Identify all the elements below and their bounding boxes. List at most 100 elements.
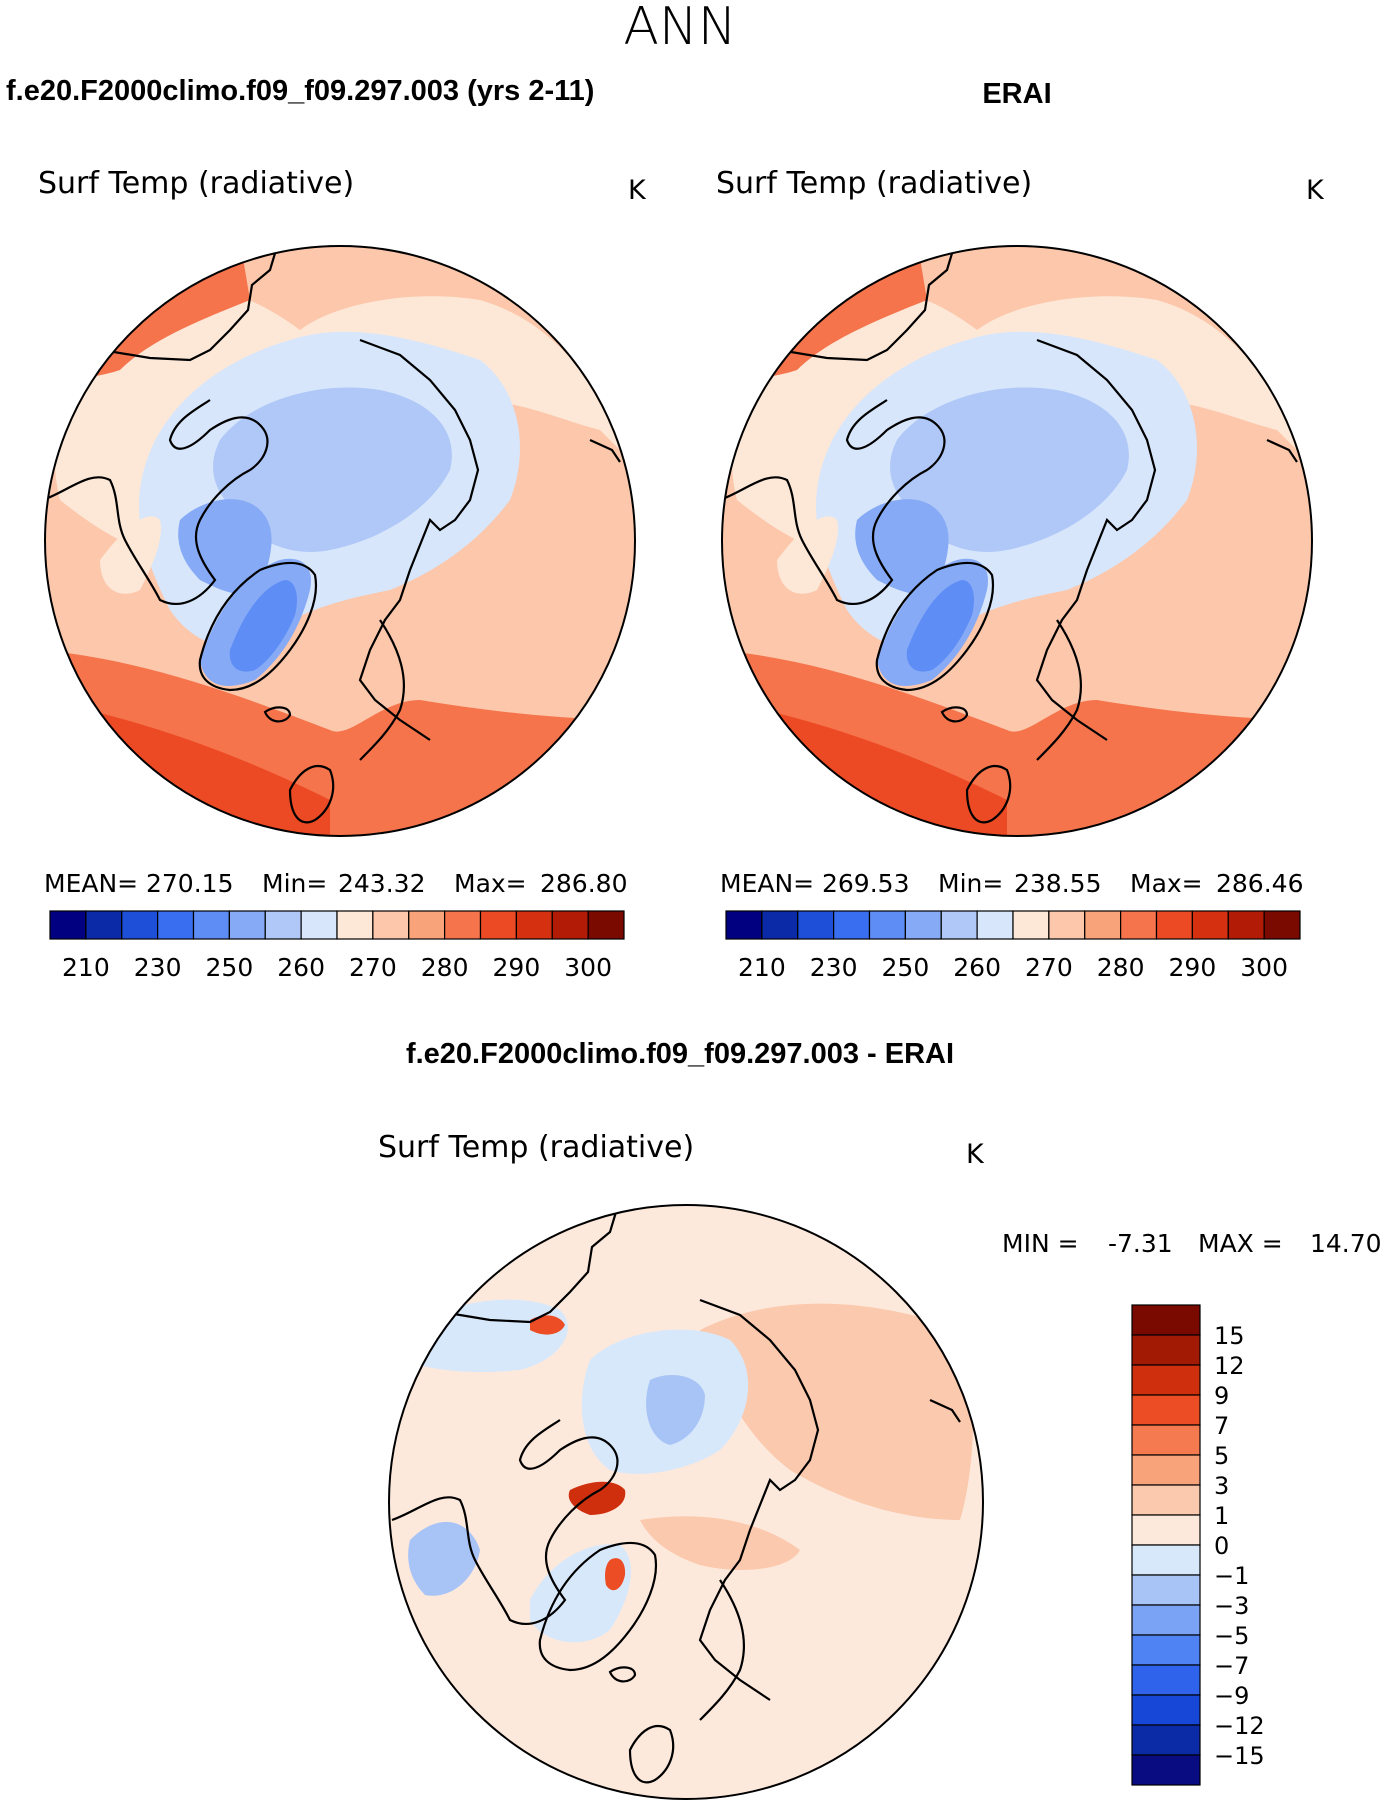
panel-b-min-label: Min= xyxy=(938,869,1003,898)
panel-b-colorbar-tick: 250 xyxy=(882,953,930,982)
panel-c-colorbar-box xyxy=(1131,1394,1201,1426)
panel-b-colorbar-box xyxy=(940,910,978,940)
panel-c-colorbar-box xyxy=(1131,1484,1201,1516)
panel-a-colorbar-box xyxy=(121,910,159,940)
panel-b-min-value: 238.55 xyxy=(1014,869,1101,898)
panel-a-max-value: 286.80 xyxy=(540,869,627,898)
panel-c-region-siberia-hot xyxy=(530,1315,565,1335)
panel-a-colorbar: 210 230 250 260 270 280 290 300 xyxy=(49,910,625,982)
panel-a-min-label: Min= xyxy=(262,869,327,898)
panel-a-region-arctic-ocean xyxy=(213,387,452,552)
panel-c-colorbar-tick: 3 xyxy=(1214,1472,1229,1500)
panel-c-colorbar-tick: 15 xyxy=(1214,1322,1245,1350)
panel-a-coast-iceland xyxy=(263,706,292,723)
panel-b-coast-iceland xyxy=(940,706,969,723)
panel-c-colorbar-box xyxy=(1131,1574,1201,1606)
panel-c-coast-alaska xyxy=(429,1211,618,1324)
panel-a-coast-canada xyxy=(45,399,269,605)
panel-a-coast-island xyxy=(589,438,621,463)
figure-title: ANN xyxy=(623,0,736,57)
panel-b-colorbar-box xyxy=(761,910,799,940)
panel-b-max-label: Max= xyxy=(1130,869,1203,898)
panel-c-colorbar-box xyxy=(1131,1544,1201,1576)
panel-c-min-value: -7.31 xyxy=(1108,1229,1173,1258)
panel-a-region-greenland-core xyxy=(229,580,297,672)
panel-a-min-value: 243.32 xyxy=(338,869,425,898)
panel-a-colorbar-box xyxy=(157,910,195,940)
panel-b-colorbar: 210 230 250 260 270 280 290 300 xyxy=(725,910,1301,982)
panel-b-map-border xyxy=(721,245,1313,837)
panel-a-coast-greenland xyxy=(198,561,318,692)
panel-b-mean-value: 269.53 xyxy=(822,869,909,898)
panel-b-coast-alaska xyxy=(766,249,955,362)
panel-a-mean-label: MEAN= xyxy=(44,869,138,898)
panel-b-colorbar-box xyxy=(797,910,835,940)
panel-c-header: f.e20.F2000climo.f09_f09.297.003 - ERAI xyxy=(406,1038,954,1070)
panel-b-region-archipelago xyxy=(855,499,949,595)
panel-b-colorbar-box xyxy=(868,910,906,940)
panel-a-colorbar-box xyxy=(408,910,446,940)
panel-a-units: K xyxy=(628,175,647,206)
panel-a-header: f.e20.F2000climo.f09_f09.297.003 (yrs 2-… xyxy=(6,75,594,107)
panel-c-region-barents-pos xyxy=(640,1516,800,1570)
panel-c-stats: MIN = -7.31 MAX = 14.70 xyxy=(1002,1229,1382,1258)
panel-c-colorbar-tick: −7 xyxy=(1214,1652,1249,1680)
panel-a-colorbar-tick: 260 xyxy=(277,953,325,982)
panel-c-colorbar-box xyxy=(1131,1634,1201,1666)
panel-c-region-baffin-hot xyxy=(568,1481,626,1515)
panel-a-colorbar-box xyxy=(551,910,589,940)
panel-a-colorbar-box xyxy=(444,910,482,940)
panel-a-stats: MEAN= 270.15 Min= 243.32 Max= 286.80 xyxy=(44,869,627,898)
panel-b-coast-island xyxy=(1266,438,1298,463)
panel-b-colorbar-tick: 230 xyxy=(810,953,858,982)
panel-b-colorbar-box xyxy=(1084,910,1122,940)
panel-a-coast-britain xyxy=(288,764,335,824)
panel-a-coast-scandinavia xyxy=(359,619,405,761)
panel-b-coast-britain xyxy=(965,764,1012,824)
panel-a-colorbar-box xyxy=(587,910,625,940)
panel-c-variable: Surf Temp (radiative) xyxy=(378,1130,694,1165)
panel-c-map-border xyxy=(388,1204,984,1800)
panel-b-map xyxy=(721,245,1313,837)
panel-c-colorbar-box xyxy=(1131,1304,1201,1336)
panel-c-colorbar-tick: −3 xyxy=(1214,1592,1249,1620)
panel-a-colorbar-box xyxy=(372,910,410,940)
panel-c-colorbar-tick: 5 xyxy=(1214,1442,1229,1470)
panel-c-colorbar-box xyxy=(1131,1664,1201,1696)
panel-a-coastlines xyxy=(45,249,621,824)
panel-b-colorbar-box xyxy=(1191,910,1229,940)
panel-a-colorbar-tick: 250 xyxy=(206,953,254,982)
panel-b-header: ERAI xyxy=(982,78,1051,110)
panel-a-colorbar-tick: 270 xyxy=(349,953,397,982)
panel-c-map xyxy=(388,1204,984,1800)
panel-c-colorbar-box xyxy=(1131,1334,1201,1366)
panel-c-region-eurasia-pos xyxy=(700,1303,974,1520)
panel-b-region-arctic-ocean xyxy=(890,387,1129,552)
panel-c-colorbar-box xyxy=(1131,1424,1201,1456)
panel-a-colorbar-tick: 280 xyxy=(421,953,469,982)
panel-b-coast-canada xyxy=(722,399,946,605)
panel-b-coast-scandinavia xyxy=(1036,619,1082,761)
panel-b-coastlines xyxy=(722,249,1298,824)
panel-a-coast-alaska xyxy=(89,249,278,362)
panel-a-max-label: Max= xyxy=(454,869,527,898)
panel-c-units: K xyxy=(966,1139,985,1170)
panel-a-colorbar-box xyxy=(228,910,266,940)
panel-b-colorbar-box xyxy=(1263,910,1301,940)
panel-c-colorbar-box xyxy=(1131,1724,1201,1756)
panel-c-coast-island xyxy=(929,1398,961,1423)
panel-b-colorbar-box xyxy=(904,910,942,940)
panel-c-region-canada-neg xyxy=(408,1521,480,1596)
panel-c-colorbar-tick: 1 xyxy=(1214,1502,1229,1530)
panel-a-colorbar-box xyxy=(264,910,302,940)
panel-b-colorbar-tick: 290 xyxy=(1169,953,1217,982)
panel-c-colorbar-tick: −5 xyxy=(1214,1622,1249,1650)
panel-c-colorbar-tick: −1 xyxy=(1214,1562,1249,1590)
panel-c-colorbar-tick: −15 xyxy=(1214,1742,1265,1770)
panel-b-colorbar-box xyxy=(1227,910,1265,940)
panel-a-colorbar-tick: 230 xyxy=(134,953,182,982)
panel-c-colorbar-box xyxy=(1131,1694,1201,1726)
panel-c-colorbar-box xyxy=(1131,1754,1201,1786)
